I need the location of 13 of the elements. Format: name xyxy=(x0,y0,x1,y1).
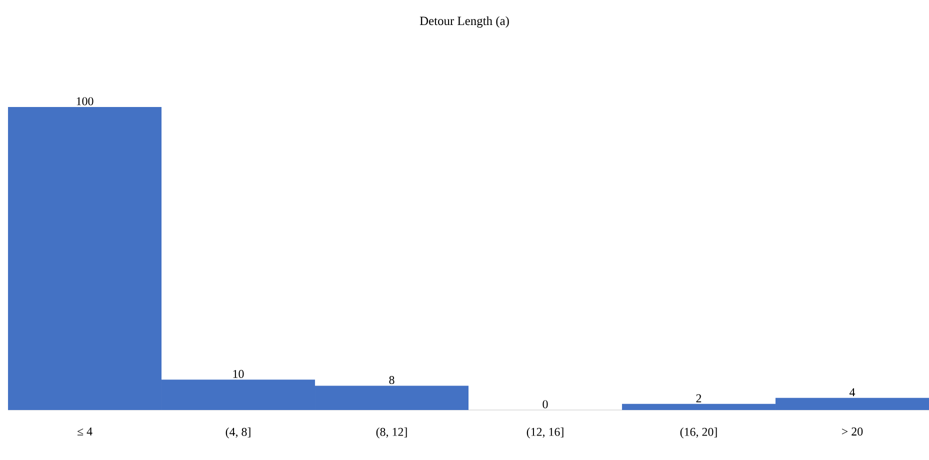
x-tick-label: > 20 xyxy=(842,428,863,436)
x-tick-label: ≤ 4 xyxy=(77,428,92,436)
data-label: 2 xyxy=(696,394,702,402)
x-tick-label: (4, 8] xyxy=(226,428,250,438)
x-tick-label: (12, 16] xyxy=(526,428,564,438)
x-tick-label: (16, 20] xyxy=(680,428,717,438)
data-label: 4 xyxy=(850,388,856,396)
data-label: 8 xyxy=(389,376,394,384)
data-label: 100 xyxy=(76,97,94,106)
x-tick-label: (8, 12] xyxy=(376,428,407,438)
chart-title: Detour Length (a) xyxy=(420,16,509,28)
data-label: 10 xyxy=(233,370,244,378)
data-label: 0 xyxy=(542,400,548,408)
